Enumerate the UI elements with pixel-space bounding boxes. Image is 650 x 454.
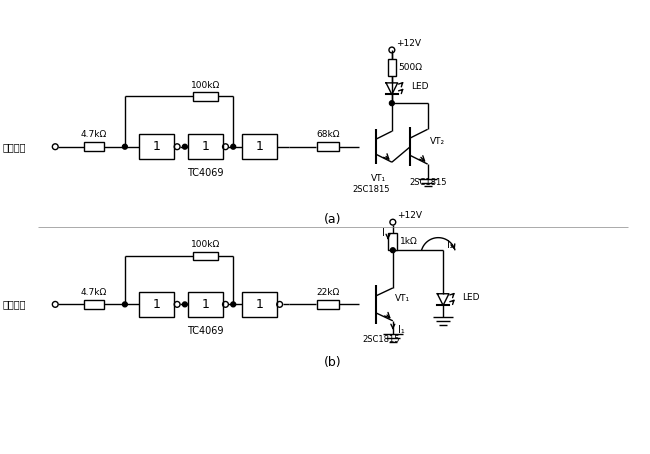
Bar bbox=[84, 143, 103, 151]
Text: VT₁: VT₁ bbox=[370, 174, 386, 183]
Circle shape bbox=[122, 302, 127, 307]
Text: 1kΩ: 1kΩ bbox=[400, 237, 417, 246]
Text: 100kΩ: 100kΩ bbox=[190, 81, 220, 89]
Text: LED: LED bbox=[411, 82, 429, 91]
Circle shape bbox=[183, 144, 187, 149]
Text: I₂: I₂ bbox=[447, 240, 454, 250]
Circle shape bbox=[231, 144, 236, 149]
Bar bbox=[387, 59, 396, 76]
Bar bbox=[192, 252, 218, 261]
Bar bbox=[192, 92, 218, 101]
Text: +12V: +12V bbox=[396, 211, 422, 220]
Text: I: I bbox=[382, 228, 385, 238]
Text: 2SC1815: 2SC1815 bbox=[363, 336, 400, 344]
Text: VT₂: VT₂ bbox=[430, 138, 445, 146]
Text: I₁: I₁ bbox=[398, 326, 404, 336]
Text: 22kΩ: 22kΩ bbox=[317, 288, 340, 296]
Text: 500Ω: 500Ω bbox=[398, 63, 422, 72]
Text: 1: 1 bbox=[202, 298, 209, 311]
Circle shape bbox=[183, 302, 187, 307]
Text: 1: 1 bbox=[153, 298, 161, 311]
Bar bbox=[242, 134, 277, 159]
Bar bbox=[139, 292, 174, 317]
Bar bbox=[317, 143, 339, 151]
Bar bbox=[317, 300, 339, 309]
Text: 1: 1 bbox=[153, 140, 161, 153]
Circle shape bbox=[122, 144, 127, 149]
Bar bbox=[188, 292, 222, 317]
Text: LED: LED bbox=[462, 293, 480, 302]
Text: 1: 1 bbox=[202, 140, 209, 153]
Text: (b): (b) bbox=[324, 356, 342, 369]
Text: TC4069: TC4069 bbox=[187, 326, 224, 336]
Text: 4.7kΩ: 4.7kΩ bbox=[81, 130, 107, 139]
Text: 2SC1815: 2SC1815 bbox=[353, 185, 390, 194]
Text: 2SC1815: 2SC1815 bbox=[409, 178, 447, 187]
Circle shape bbox=[391, 248, 395, 252]
Bar bbox=[84, 300, 103, 309]
Text: TC4069: TC4069 bbox=[187, 168, 224, 178]
Bar bbox=[139, 134, 174, 159]
Bar bbox=[188, 134, 222, 159]
Text: +12V: +12V bbox=[396, 39, 421, 48]
Circle shape bbox=[231, 302, 236, 307]
Text: 4.7kΩ: 4.7kΩ bbox=[81, 288, 107, 296]
Text: (a): (a) bbox=[324, 213, 342, 226]
Text: VT₁: VT₁ bbox=[395, 294, 410, 303]
Text: 输入信号: 输入信号 bbox=[3, 142, 26, 152]
Bar bbox=[242, 292, 277, 317]
Circle shape bbox=[389, 101, 395, 106]
Text: 100kΩ: 100kΩ bbox=[190, 240, 220, 249]
Text: 1: 1 bbox=[255, 298, 263, 311]
Bar bbox=[389, 233, 397, 250]
Text: 1: 1 bbox=[255, 140, 263, 153]
Text: 68kΩ: 68kΩ bbox=[317, 130, 340, 139]
Text: 输入信号: 输入信号 bbox=[3, 299, 26, 309]
